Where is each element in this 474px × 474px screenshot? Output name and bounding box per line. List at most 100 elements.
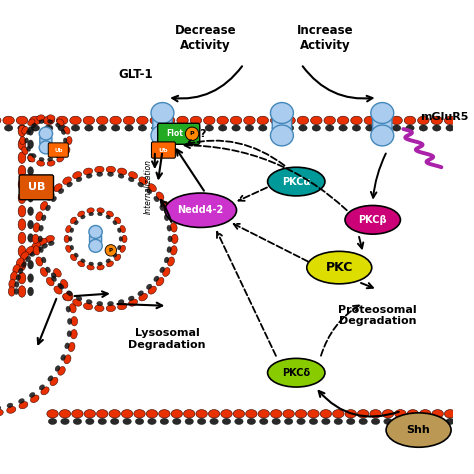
FancyBboxPatch shape — [153, 119, 172, 129]
Ellipse shape — [18, 399, 24, 403]
Ellipse shape — [222, 419, 231, 425]
Ellipse shape — [14, 289, 18, 294]
Ellipse shape — [70, 254, 77, 261]
Ellipse shape — [36, 115, 45, 121]
Ellipse shape — [71, 329, 77, 339]
Ellipse shape — [7, 406, 16, 413]
Ellipse shape — [40, 201, 47, 210]
Ellipse shape — [59, 410, 71, 418]
Ellipse shape — [98, 212, 102, 216]
Ellipse shape — [272, 419, 281, 425]
Text: Decrease
Activity: Decrease Activity — [174, 24, 236, 52]
Ellipse shape — [61, 146, 65, 151]
Text: Internalization: Internalization — [144, 159, 153, 214]
Text: Proteosomal
Degradation: Proteosomal Degradation — [338, 305, 417, 326]
Ellipse shape — [18, 125, 26, 137]
Ellipse shape — [36, 212, 43, 221]
Ellipse shape — [41, 215, 46, 221]
Ellipse shape — [64, 138, 67, 143]
Ellipse shape — [18, 138, 26, 150]
Ellipse shape — [30, 116, 41, 125]
Ellipse shape — [384, 419, 392, 425]
Ellipse shape — [18, 205, 26, 217]
Ellipse shape — [78, 261, 84, 267]
Ellipse shape — [78, 211, 84, 217]
Ellipse shape — [76, 296, 82, 301]
Ellipse shape — [171, 410, 182, 418]
Ellipse shape — [339, 125, 347, 131]
Ellipse shape — [47, 157, 53, 161]
FancyBboxPatch shape — [373, 119, 392, 129]
Ellipse shape — [27, 234, 34, 242]
Ellipse shape — [4, 125, 13, 131]
Ellipse shape — [170, 223, 177, 232]
Ellipse shape — [46, 205, 50, 211]
Ellipse shape — [379, 125, 387, 131]
Ellipse shape — [18, 152, 26, 164]
Text: Nedd4-2: Nedd4-2 — [178, 205, 224, 215]
Ellipse shape — [47, 115, 55, 121]
Ellipse shape — [63, 293, 72, 301]
Ellipse shape — [391, 116, 402, 125]
Ellipse shape — [297, 116, 309, 125]
Text: P: P — [190, 131, 194, 137]
Ellipse shape — [21, 252, 28, 260]
Ellipse shape — [257, 116, 269, 125]
Ellipse shape — [434, 419, 442, 425]
Ellipse shape — [173, 419, 181, 425]
Ellipse shape — [160, 267, 164, 273]
Ellipse shape — [123, 116, 135, 125]
Ellipse shape — [36, 257, 43, 266]
Ellipse shape — [98, 125, 107, 131]
Ellipse shape — [110, 419, 119, 425]
Ellipse shape — [32, 234, 39, 244]
Ellipse shape — [69, 304, 76, 313]
Ellipse shape — [154, 276, 159, 282]
Ellipse shape — [55, 123, 60, 128]
Ellipse shape — [48, 419, 57, 425]
Ellipse shape — [364, 116, 375, 125]
Ellipse shape — [18, 232, 26, 244]
Ellipse shape — [64, 147, 70, 155]
Text: mGluR5: mGluR5 — [420, 111, 469, 122]
Ellipse shape — [50, 377, 58, 386]
Ellipse shape — [72, 410, 83, 418]
Ellipse shape — [148, 184, 156, 192]
Ellipse shape — [66, 137, 72, 145]
Ellipse shape — [18, 268, 23, 274]
Ellipse shape — [83, 168, 92, 175]
Text: Increase
Activity: Increase Activity — [297, 24, 353, 52]
Ellipse shape — [27, 260, 34, 269]
Ellipse shape — [27, 167, 34, 175]
Ellipse shape — [39, 120, 44, 124]
Ellipse shape — [39, 225, 43, 231]
Ellipse shape — [221, 410, 232, 418]
Ellipse shape — [31, 125, 39, 131]
Ellipse shape — [54, 286, 62, 294]
Ellipse shape — [71, 317, 78, 326]
Ellipse shape — [308, 410, 319, 418]
Ellipse shape — [51, 196, 56, 202]
Ellipse shape — [167, 257, 174, 266]
Ellipse shape — [210, 419, 218, 425]
Ellipse shape — [9, 287, 15, 296]
Ellipse shape — [25, 138, 28, 143]
Ellipse shape — [244, 116, 255, 125]
Ellipse shape — [18, 259, 26, 271]
Ellipse shape — [40, 268, 47, 276]
Ellipse shape — [66, 306, 71, 312]
Ellipse shape — [246, 410, 257, 418]
Ellipse shape — [110, 116, 121, 125]
Ellipse shape — [346, 419, 355, 425]
Ellipse shape — [18, 165, 26, 177]
Ellipse shape — [61, 279, 68, 288]
Ellipse shape — [39, 157, 44, 161]
Ellipse shape — [86, 174, 92, 178]
Ellipse shape — [18, 179, 26, 190]
Ellipse shape — [73, 172, 82, 179]
Ellipse shape — [97, 264, 104, 270]
Ellipse shape — [97, 208, 104, 213]
Ellipse shape — [42, 244, 47, 248]
Ellipse shape — [26, 246, 34, 255]
Ellipse shape — [22, 127, 28, 134]
